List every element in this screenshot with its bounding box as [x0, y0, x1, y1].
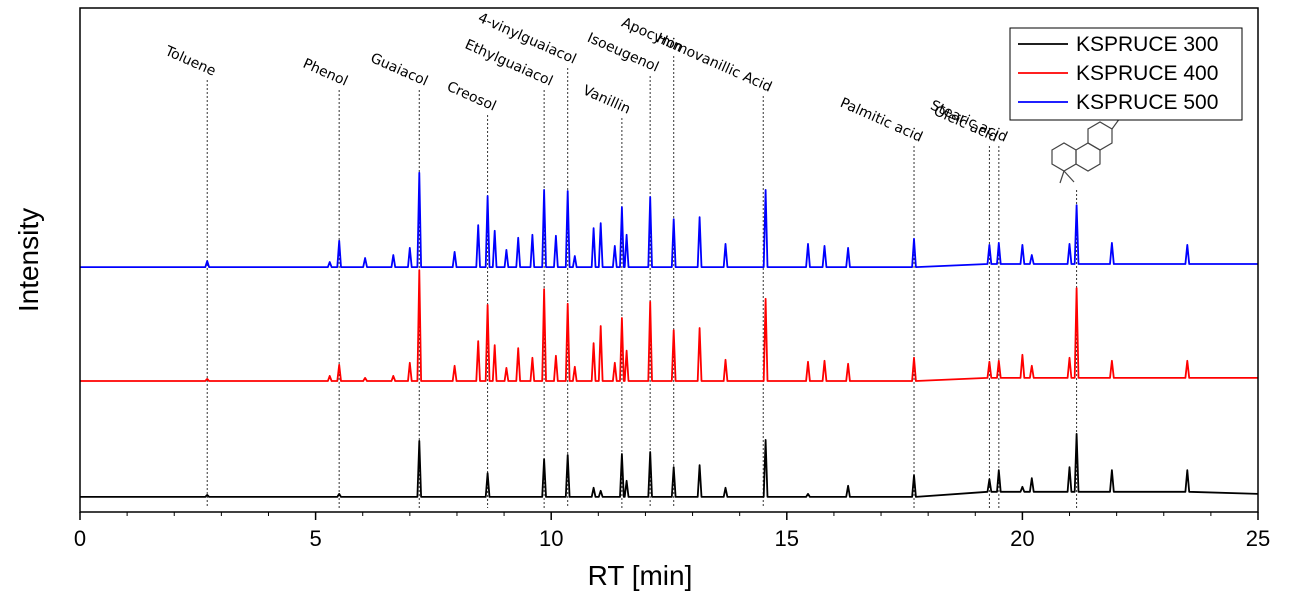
x-axis-label: RT [min] [588, 560, 693, 591]
annotation-label: Homovanillic Acid [654, 30, 774, 95]
series-line [80, 171, 1258, 268]
x-tick-label: 15 [775, 526, 799, 551]
legend-label: KSPRUCE 400 [1076, 62, 1218, 85]
plot-frame [79, 7, 1259, 513]
legend-label: KSPRUCE 300 [1076, 33, 1218, 56]
annotation-label: Creosol [444, 79, 498, 115]
series-line [80, 433, 1259, 498]
y-axis-label: Intensity [13, 208, 44, 312]
x-tick-label: 10 [539, 526, 563, 551]
annotation-label: Phenol [300, 56, 350, 90]
x-tick-label: 0 [74, 526, 86, 551]
legend-label: KSPRUCE 500 [1076, 91, 1218, 114]
x-tick-label: 20 [1010, 526, 1034, 551]
annotation-label: Guaiacol [368, 50, 430, 89]
annotation-label: Palmitic acid [838, 95, 925, 146]
annotation-label: Toluene [162, 43, 218, 80]
x-tick-label: 5 [309, 526, 321, 551]
x-tick-label: 25 [1246, 526, 1270, 551]
annotation-label: Vanillin [580, 83, 633, 118]
series-line [80, 269, 1258, 382]
